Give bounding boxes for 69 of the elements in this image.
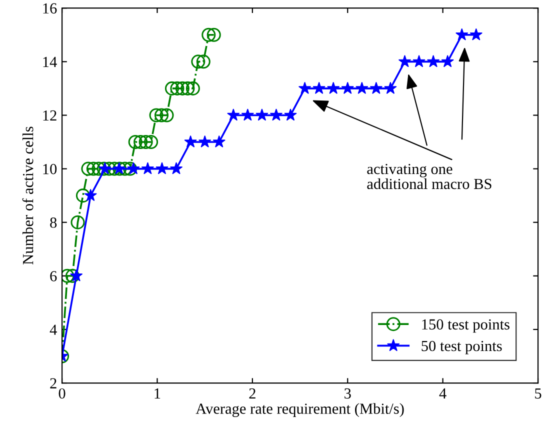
point <box>154 108 169 122</box>
point <box>138 134 153 150</box>
point <box>160 108 174 122</box>
point <box>76 188 90 203</box>
point <box>170 162 183 174</box>
y-tick-label: 8 <box>50 217 57 228</box>
point <box>356 82 368 94</box>
point <box>456 28 468 40</box>
point <box>241 108 254 121</box>
point <box>81 162 96 176</box>
point <box>470 28 483 40</box>
point <box>398 55 412 68</box>
y-tick-label: 4 <box>50 324 57 335</box>
point <box>196 54 210 69</box>
annotation: activating one additional macro BS <box>367 164 492 190</box>
x-tick-label: 2 <box>249 388 256 398</box>
point <box>412 55 426 68</box>
point <box>341 82 354 94</box>
y-tick-label: 2 <box>50 378 56 388</box>
point <box>212 135 226 148</box>
point <box>298 82 312 94</box>
point <box>191 54 206 69</box>
point <box>86 162 100 176</box>
point <box>170 81 184 96</box>
point <box>184 135 197 148</box>
x-tick-label: 1 <box>154 388 160 398</box>
point <box>202 28 216 42</box>
y-axis-title: Number of active cells <box>22 126 34 264</box>
point <box>270 108 283 121</box>
point <box>256 108 268 121</box>
point <box>123 162 138 176</box>
point <box>70 269 83 282</box>
point <box>164 81 180 96</box>
legend-label: 50 test points <box>422 340 502 354</box>
point <box>284 108 297 121</box>
point <box>118 162 132 176</box>
point <box>134 134 148 150</box>
point <box>156 162 168 174</box>
x-axis-title: Average rate requirement (Mbit/s) <box>196 403 404 418</box>
point <box>441 55 454 68</box>
point <box>206 28 221 42</box>
point <box>426 55 440 68</box>
y-tick-label: 10 <box>43 164 57 174</box>
x-tick-label: 0 <box>58 388 66 399</box>
point <box>312 82 326 94</box>
point <box>370 82 383 94</box>
point <box>198 135 212 148</box>
point <box>186 81 200 96</box>
x-tick-label: 3 <box>344 388 351 399</box>
y-tick-label: 6 <box>50 271 57 282</box>
point <box>65 268 80 283</box>
legend-label: 150 test points <box>422 319 510 333</box>
point <box>128 134 142 150</box>
y-tick-label: 12 <box>43 110 56 121</box>
point <box>144 134 158 150</box>
point <box>127 162 140 174</box>
point <box>149 108 164 122</box>
point <box>180 81 195 96</box>
point <box>227 108 240 121</box>
point <box>84 188 97 202</box>
y-tick-label: 16 <box>43 3 57 14</box>
point <box>141 162 154 174</box>
point <box>384 82 397 94</box>
x-tick-label: 4 <box>439 388 446 398</box>
x-tick-label: 5 <box>535 388 542 399</box>
y-tick-label: 14 <box>43 56 57 67</box>
point <box>326 82 340 94</box>
point <box>70 215 85 230</box>
point <box>175 81 190 96</box>
